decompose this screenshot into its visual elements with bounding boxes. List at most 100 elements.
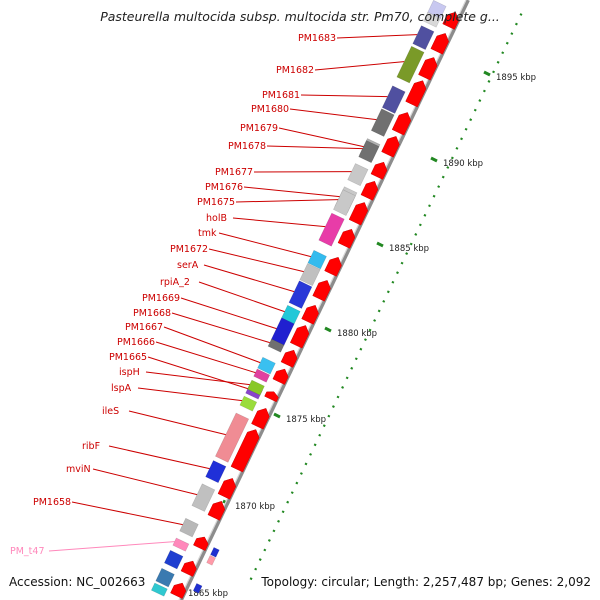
minor-tick [341, 386, 345, 389]
gene-label: PM1666 [117, 337, 155, 348]
gene-label: PM1668 [133, 308, 171, 319]
gene-block [347, 163, 369, 187]
gene-label: PM1683 [298, 33, 336, 44]
cds-arrow [348, 202, 369, 226]
reverse-feature [206, 555, 216, 566]
cds-arrow [370, 161, 388, 180]
cds-arrow [193, 536, 209, 551]
gene-label: tmk [198, 228, 217, 239]
minor-tick [510, 32, 514, 36]
gene-block [214, 412, 250, 463]
gene-label-leader [218, 232, 312, 258]
gene-label: PM1675 [197, 197, 235, 208]
gene-label: PM1680 [251, 104, 289, 115]
minor-tick [368, 328, 372, 332]
cds-arrow [207, 500, 226, 521]
gene-block [370, 108, 395, 137]
cds-arrow [301, 304, 319, 325]
minor-tick [492, 70, 495, 74]
minor-tick [478, 99, 482, 102]
cds-arrow [324, 256, 342, 277]
minor-tick [249, 577, 253, 581]
minor-tick [400, 261, 404, 265]
minor-tick [309, 452, 312, 456]
cds-arrow [430, 33, 449, 55]
cds-arrow [289, 325, 310, 349]
kbp-tick-label: 1895 kbp [496, 73, 536, 83]
minor-tick [514, 22, 518, 26]
minor-tick [304, 462, 308, 466]
minor-tick [432, 194, 436, 198]
cds-arrow [251, 408, 270, 430]
minor-tick [322, 424, 326, 428]
gene-label-leader [208, 248, 304, 273]
cds-arrow [217, 478, 237, 500]
reverse-feature [192, 583, 203, 594]
gene-label-leader [155, 341, 256, 374]
minor-tick [364, 338, 367, 342]
gene-label-leader [137, 387, 243, 402]
minor-tick [331, 405, 335, 408]
kbp-tick-label: 1880 kbp [337, 329, 377, 339]
gene-label-leader [243, 186, 340, 198]
minor-tick [482, 89, 486, 93]
minor-tick [318, 433, 322, 437]
kbp-tick-label: 1865 kbp [188, 589, 228, 599]
feature-track-layer [150, 0, 470, 600]
gene-label: PM1679 [240, 123, 278, 134]
minor-tick [450, 156, 454, 160]
gene-label-leader [163, 326, 261, 364]
gene-label-leader [180, 297, 277, 330]
kbp-tick-label: 1870 kbp [235, 502, 275, 512]
cds-arrow [312, 280, 331, 302]
kbp-tick-label: 1890 kbp [443, 159, 483, 169]
gene-block [172, 537, 190, 552]
minor-tick [373, 319, 377, 322]
minor-tick [263, 548, 267, 552]
gene-label: PM_t47 [10, 546, 45, 557]
minor-tick [359, 347, 363, 351]
minor-tick [464, 127, 468, 131]
cds-arrow [360, 180, 379, 201]
cds-arrow [418, 57, 438, 81]
gene-label: rpiA_2 [160, 277, 190, 288]
gene-block [333, 189, 356, 216]
cds-arrow [170, 582, 187, 599]
minor-tick [414, 233, 418, 236]
minor-tick [487, 80, 491, 83]
minor-tick [519, 13, 523, 16]
gene-label: PM1677 [215, 167, 253, 178]
gene-label: PM1676 [205, 182, 243, 193]
minor-tick [258, 558, 262, 561]
kbp-tick-label: 1885 kbp [389, 244, 429, 254]
minor-tick [418, 223, 422, 227]
minor-tick [386, 290, 390, 294]
minor-tick [286, 500, 290, 504]
gene-label: lspA [111, 383, 132, 394]
minor-tick [382, 299, 386, 303]
minor-tick [354, 357, 358, 361]
gene-block [267, 338, 285, 353]
minor-tick [455, 146, 459, 150]
cds-arrow [391, 112, 412, 136]
topology-text: Topology: circular; Length: 2,257,487 bp… [261, 575, 591, 589]
gene-label: PM1667 [125, 322, 163, 333]
gene-label: PM1669 [142, 293, 180, 304]
minor-tick [446, 166, 450, 169]
gene-block [191, 483, 216, 512]
gene-label: PM1658 [33, 497, 71, 508]
gene-label-leader [147, 356, 248, 390]
minor-tick [299, 472, 303, 475]
gene-block [396, 45, 425, 84]
gene-label: ispH [119, 367, 140, 378]
gene-label: PM1665 [109, 352, 147, 363]
gene-label: ileS [102, 406, 119, 417]
gene-block [205, 460, 227, 484]
minor-tick [377, 309, 381, 313]
minor-tick [350, 366, 354, 370]
cds-arrow [230, 429, 260, 473]
gene-label: PM1682 [276, 65, 314, 76]
gene-label-leader [300, 94, 388, 98]
gene-label-leader [48, 541, 175, 552]
gene-block [307, 249, 327, 270]
